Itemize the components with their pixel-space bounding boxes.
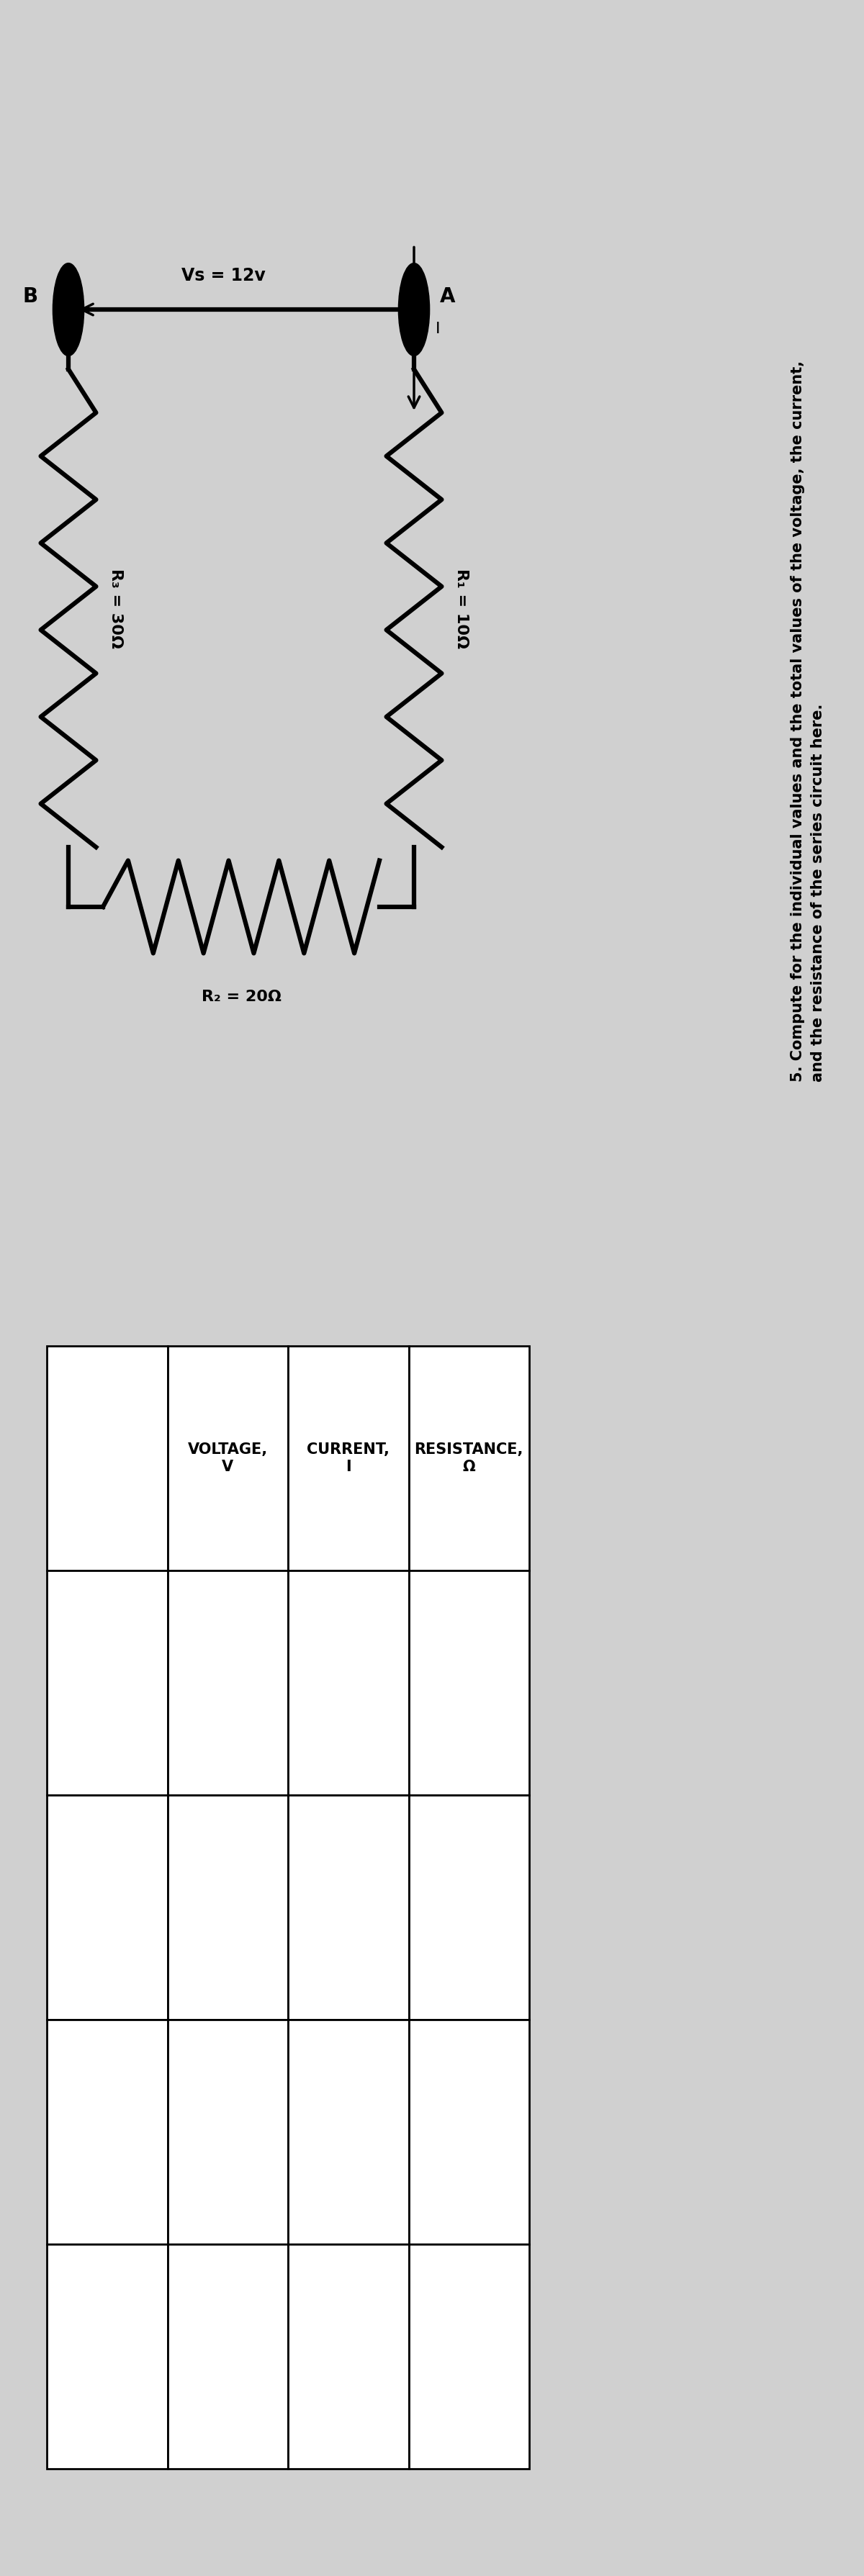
Circle shape [53,263,84,355]
Bar [168,1795,288,2020]
Bar [168,2020,288,2244]
Text: I: I [435,322,441,335]
Text: VOLTAGE,
V: VOLTAGE, V [187,1443,268,1473]
Bar [409,2244,529,2468]
Text: CURRENT,
I: CURRENT, I [307,1443,390,1473]
Bar [409,1345,529,1571]
Circle shape [398,263,429,355]
Bar [409,1571,529,1795]
Bar [47,2020,168,2244]
Text: A: A [440,286,455,307]
Bar [168,2244,288,2468]
Bar [47,2244,168,2468]
Bar [47,1571,168,1795]
Bar [409,2020,529,2244]
Text: R₃ = 30Ω: R₃ = 30Ω [109,569,124,649]
Bar [47,1345,168,1571]
Text: 5. Compute for the individual values and the total values of the voltage, the cu: 5. Compute for the individual values and… [791,361,825,1082]
Bar [168,1571,288,1795]
Bar [288,1795,409,2020]
Text: B: B [23,286,38,307]
Bar [168,1345,288,1571]
Bar [47,1795,168,2020]
Bar [288,2020,409,2244]
Bar [409,1795,529,2020]
Text: R₂ = 20Ω: R₂ = 20Ω [201,989,281,1005]
Text: R₁ = 10Ω: R₁ = 10Ω [454,569,468,649]
Bar [288,1345,409,1571]
Bar [288,1571,409,1795]
Text: Vs = 12v: Vs = 12v [181,268,265,283]
Bar [288,2244,409,2468]
Text: RESISTANCE,
Ω: RESISTANCE, Ω [415,1443,524,1473]
